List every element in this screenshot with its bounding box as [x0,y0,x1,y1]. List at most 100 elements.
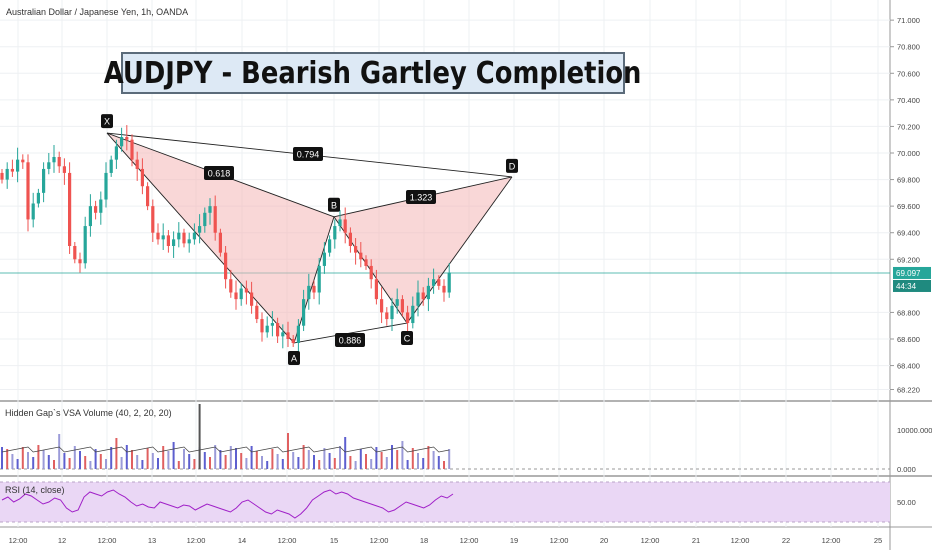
volume-spike [198,404,201,469]
time-tick-label: 21 [692,536,700,545]
volume-bar [172,442,175,469]
candles [0,125,451,353]
volume-bar [380,452,383,469]
candle-body [213,206,217,233]
candle-body [338,219,342,227]
candle-body [432,279,436,286]
candle-body [130,139,134,160]
candle-body [322,252,326,266]
candle-body [156,232,160,240]
rsi-panel [1,489,454,519]
volume-bar [250,446,253,469]
pattern-point-box [101,114,113,129]
candle-body [10,168,14,172]
candle-body [224,252,228,280]
volume-bar [42,450,45,469]
volume-bar [99,454,102,469]
price-tick-label: 68.800 [897,308,920,317]
volume-bar [188,454,191,469]
time-tick-label: 19 [510,536,518,545]
candle-body [276,323,280,337]
candle-body [265,325,269,333]
volume-bar [209,457,211,469]
candle-body [400,299,404,313]
candle-body [406,312,410,324]
candle-body [109,159,113,173]
volume-bar [328,453,331,469]
candle-body [250,292,254,306]
ratio-label: 0.794 [297,150,320,160]
pattern-point-box [328,197,340,212]
volume-bar [349,456,352,469]
bcd-triangle [334,176,512,324]
volume-bar [375,447,378,469]
candle-body [380,299,384,313]
annotation-title-box[interactable]: AUDJPY - Bearish Gartley Completion [104,52,642,94]
ratio-box [406,190,436,204]
volume-tick-label: 10000.000 [897,426,932,435]
price-tick-label: 68.400 [897,362,920,371]
ratio-label: 0.618 [208,169,231,179]
candle-body [239,288,243,300]
time-tick-label: 12:00 [641,536,660,545]
time-tick-label: 18 [420,536,428,545]
volume-bar [229,446,232,469]
volume-bar [255,451,258,469]
candle-body [177,232,181,240]
volume-bar [105,459,107,469]
candle-body [255,305,259,320]
candle-body [421,292,425,300]
candle-body [36,192,40,204]
candle-body [99,199,103,213]
candle-body [411,305,415,324]
ratio-label: 0.886 [339,336,362,346]
volume-bar [261,456,263,469]
volume-bar [271,449,274,469]
volume-bar [131,450,133,469]
volume-bar [115,438,118,469]
volume-bar [125,445,128,469]
volume-bar [427,446,430,469]
pattern-point-box [506,158,518,173]
volume-bar [411,448,414,469]
pattern-point-label: C [404,334,411,344]
volume-bar [323,448,326,469]
annotation-title: AUDJPY - Bearish Gartley Completion [104,55,642,91]
volume-bar [27,452,29,469]
pattern-point-label: D [509,161,516,171]
time-tick-label: 25 [874,536,882,545]
candle-body [281,332,285,337]
price-tick-label: 70.800 [897,43,920,52]
candle-body [312,285,316,293]
time-tick-label: 14 [238,536,246,545]
candle-body [166,235,170,246]
price-axis: 71.000 70.800 70.600 70.400 70.200 70.000 69.8… [890,16,932,507]
candle-body [229,279,233,293]
volume-bar [432,451,435,469]
pattern-point-label: A [291,353,297,363]
candle-body [187,239,191,244]
candle-body [260,319,264,333]
candle-body [26,162,30,220]
volume-bar [183,449,185,469]
volume-bar [203,452,206,469]
volume-bar [58,434,61,469]
volume-bar [318,460,321,469]
candle-body [172,239,176,246]
candle-body [135,159,139,169]
volume-indicator-title: Hidden Gap`s VSA Volume (40, 2, 20, 20) [5,408,172,418]
candle-body [42,168,46,193]
candle-body [57,156,61,167]
time-tick-label: 12:00 [9,536,28,545]
time-tick-label: 12:00 [98,536,117,545]
last-price-value: 69.097 [896,269,921,278]
volume-bar [281,459,284,469]
candle-body [234,292,238,300]
price-tick-label: 69.800 [897,176,920,185]
pattern-labels: X A B C D 0.618 0.794 0.886 1.323 [101,114,518,365]
volume-bar [214,445,217,469]
candle-body [83,226,87,264]
candle-body [208,206,212,213]
